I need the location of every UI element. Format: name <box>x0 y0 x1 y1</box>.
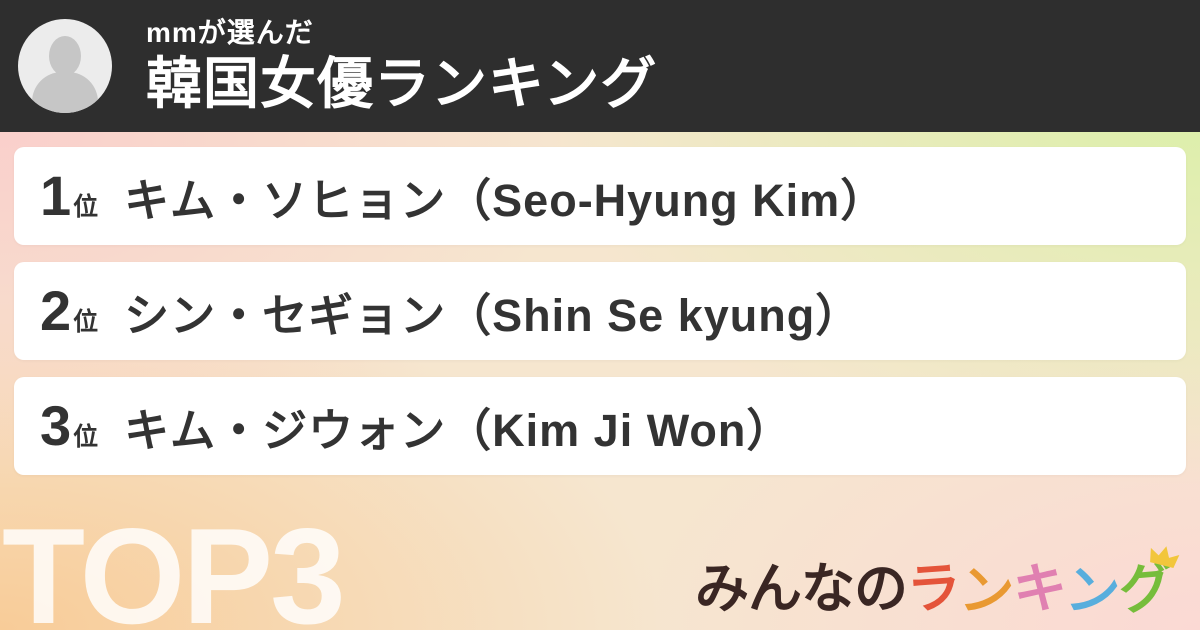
logo-char: ン <box>957 559 1016 625</box>
chooser-label: mmが選んだ <box>146 17 314 48</box>
ranking-list: 1 位 キム・ソヒョン（Seo-Hyung Kim） 2 位 シン・セギョン（S… <box>14 147 1186 475</box>
avatar <box>18 19 112 113</box>
ranking-row-3: 3 位 キム・ジウォン（Kim Ji Won） <box>14 377 1186 475</box>
ranking-row-2: 2 位 シン・セギョン（Shin Se kyung） <box>14 262 1186 360</box>
crown-icon <box>1150 546 1180 568</box>
rank-suffix: 位 <box>73 193 99 221</box>
logo-char: キ <box>1011 557 1068 621</box>
logo-prefix: みんなの <box>695 559 908 619</box>
ranking-row-1: 1 位 キム・ソヒョン（Seo-Hyung Kim） <box>14 147 1186 245</box>
rank-number: 3 <box>40 394 72 457</box>
user-icon-body <box>32 72 98 113</box>
logo-char: グ <box>1116 556 1175 622</box>
rank-badge: 1 位 <box>40 168 98 224</box>
rank-suffix: 位 <box>73 308 99 336</box>
header-text: mmが選んだ 韓国女優ランキング <box>146 16 657 116</box>
top3-watermark: TOP3 <box>2 500 346 630</box>
entry-name: キム・ジウォン（Kim Ji Won） <box>124 404 793 456</box>
rank-number: 2 <box>40 279 72 342</box>
rank-number: 1 <box>40 164 72 227</box>
header: mmが選んだ 韓国女優ランキング <box>0 0 1200 132</box>
rank-suffix: 位 <box>73 423 99 451</box>
site-logo: みんなのランキング <box>695 546 1180 625</box>
rank-badge: 2 位 <box>40 283 98 339</box>
user-icon <box>49 36 81 76</box>
logo-char: ン <box>1062 559 1122 625</box>
logo-char: ラ <box>904 557 963 621</box>
rank-badge: 3 位 <box>40 398 98 454</box>
entry-name: キム・ソヒョン（Seo-Hyung Kim） <box>124 174 887 226</box>
page-title: 韓国女優ランキング <box>146 51 658 115</box>
entry-name: シン・セギョン（Shin Se kyung） <box>124 289 862 341</box>
